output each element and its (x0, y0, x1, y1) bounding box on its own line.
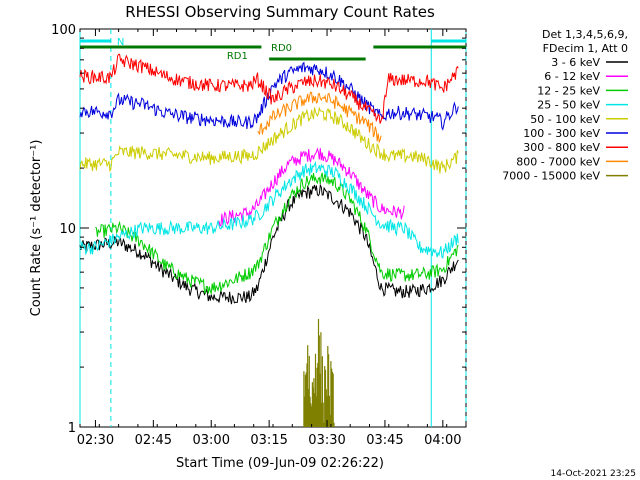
legend: Det 1,3,4,5,6,9,FDecim 1, Att 03 - 6 keV… (502, 28, 628, 183)
y-tick-label: 10 (59, 222, 76, 237)
bar-label: RD1 (227, 51, 248, 62)
legend-label: 7000 - 15000 keV (502, 170, 600, 183)
legend-label: 12 - 25 keV (537, 84, 600, 97)
series-line (79, 183, 459, 305)
x-tick-label: 02:30 (77, 433, 114, 448)
legend-label: 6 - 12 keV (544, 70, 600, 83)
y-tick-label: 100 (51, 23, 76, 38)
legend-label: 25 - 50 keV (537, 99, 600, 112)
x-tick-label: 03:45 (366, 433, 403, 448)
series-line (79, 106, 459, 174)
night-label: N (117, 37, 124, 48)
series-line (218, 147, 405, 227)
series-line (303, 319, 335, 427)
series-line (79, 161, 459, 259)
bar-label: RD0 (271, 43, 292, 54)
axes: 02:30 02:45 03:00 03:15 03:30 03:45 04:00 1 10 10… (51, 23, 467, 448)
legend-label: 50 - 100 keV (530, 113, 600, 126)
legend-label: 300 - 800 keV (523, 141, 600, 154)
y-axis-label: Count Rate (s⁻¹ detector⁻¹) (29, 140, 44, 317)
chart-title: RHESSI Observing Summary Count Rates (125, 3, 435, 21)
x-tick-label: 02:45 (135, 433, 172, 448)
y-tick-label: 1 (68, 421, 76, 436)
series-line (95, 172, 459, 296)
series-line (79, 53, 459, 124)
series-line (257, 91, 382, 144)
x-tick-label: 03:00 (193, 433, 230, 448)
legend-label: 3 - 6 keV (551, 56, 600, 69)
legend-header: Det 1,3,4,5,6,9, (542, 28, 628, 41)
legend-label: 800 - 7000 keV (516, 155, 600, 168)
legend-label: 100 - 300 keV (523, 127, 600, 140)
x-tick-label: 03:30 (308, 433, 345, 448)
x-axis-label: Start Time (09-Jun-09 02:26:22) (176, 456, 384, 471)
annotations: N RD1 RD0 (79, 29, 467, 427)
series-line (79, 61, 459, 131)
series-group (79, 53, 459, 427)
x-tick-label: 03:15 (250, 433, 287, 448)
legend-header: FDecim 1, Att 0 (543, 42, 628, 55)
timestamp: 14-Oct-2021 23:25 (551, 469, 636, 479)
x-tick-label: 04:00 (424, 433, 461, 448)
